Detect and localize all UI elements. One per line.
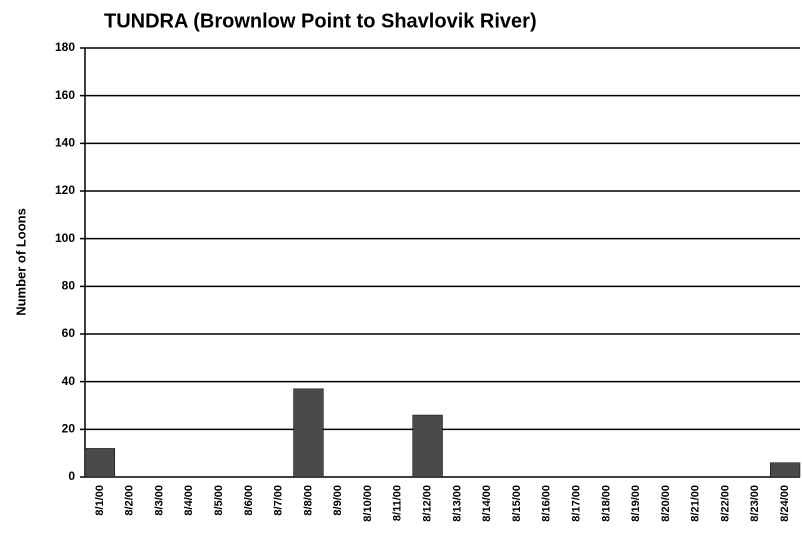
x-tick-label: 8/5/00	[213, 485, 225, 516]
x-tick-label: 8/3/00	[153, 485, 165, 516]
x-tick-label: 8/9/00	[332, 485, 344, 516]
y-tick-label: 20	[62, 422, 76, 436]
x-tick-label: 8/6/00	[243, 485, 255, 516]
y-tick-label: 60	[62, 326, 76, 340]
x-tick-label: 8/22/00	[719, 485, 731, 522]
x-tick-label: 8/4/00	[183, 485, 195, 516]
bar	[84, 448, 116, 478]
chart-title: TUNDRA (Brownlow Point to Shavlovik Rive…	[104, 10, 537, 32]
y-tick-label: 120	[55, 183, 75, 197]
y-tick-label: 180	[55, 40, 75, 54]
x-tick-label: 8/2/00	[124, 485, 136, 516]
x-tick-label: 8/12/00	[422, 485, 434, 522]
x-tick-label: 8/16/00	[541, 485, 553, 522]
x-tick-label: 8/10/00	[362, 485, 374, 522]
x-tick-label: 8/13/00	[451, 485, 463, 522]
y-tick-label: 80	[62, 279, 76, 293]
y-tick-label: 100	[55, 231, 75, 245]
x-tick-label: 8/20/00	[660, 485, 672, 522]
x-tick-label: 8/8/00	[302, 485, 314, 516]
y-tick-label: 40	[62, 374, 76, 388]
x-tick-label: 8/14/00	[481, 485, 493, 522]
bar	[769, 462, 801, 478]
x-tick-label: 8/11/00	[392, 485, 404, 521]
y-tick-label: 0	[68, 469, 75, 483]
y-axis-label: Number of Loons	[13, 208, 28, 316]
y-tick-label: 160	[55, 88, 75, 102]
y-tick-label: 140	[55, 136, 75, 150]
x-tick-label: 8/17/00	[570, 485, 582, 522]
x-tick-label: 8/21/00	[690, 485, 702, 522]
bar	[293, 388, 324, 478]
x-tick-label: 8/19/00	[630, 485, 642, 522]
x-tick-label: 8/7/00	[273, 485, 285, 516]
x-tick-label: 8/1/00	[94, 485, 106, 516]
x-tick-label: 8/24/00	[779, 485, 791, 522]
x-tick-label: 8/18/00	[600, 485, 612, 522]
x-tick-label: 8/15/00	[511, 485, 523, 522]
bar	[412, 414, 443, 478]
x-tick-label: 8/23/00	[749, 485, 761, 522]
